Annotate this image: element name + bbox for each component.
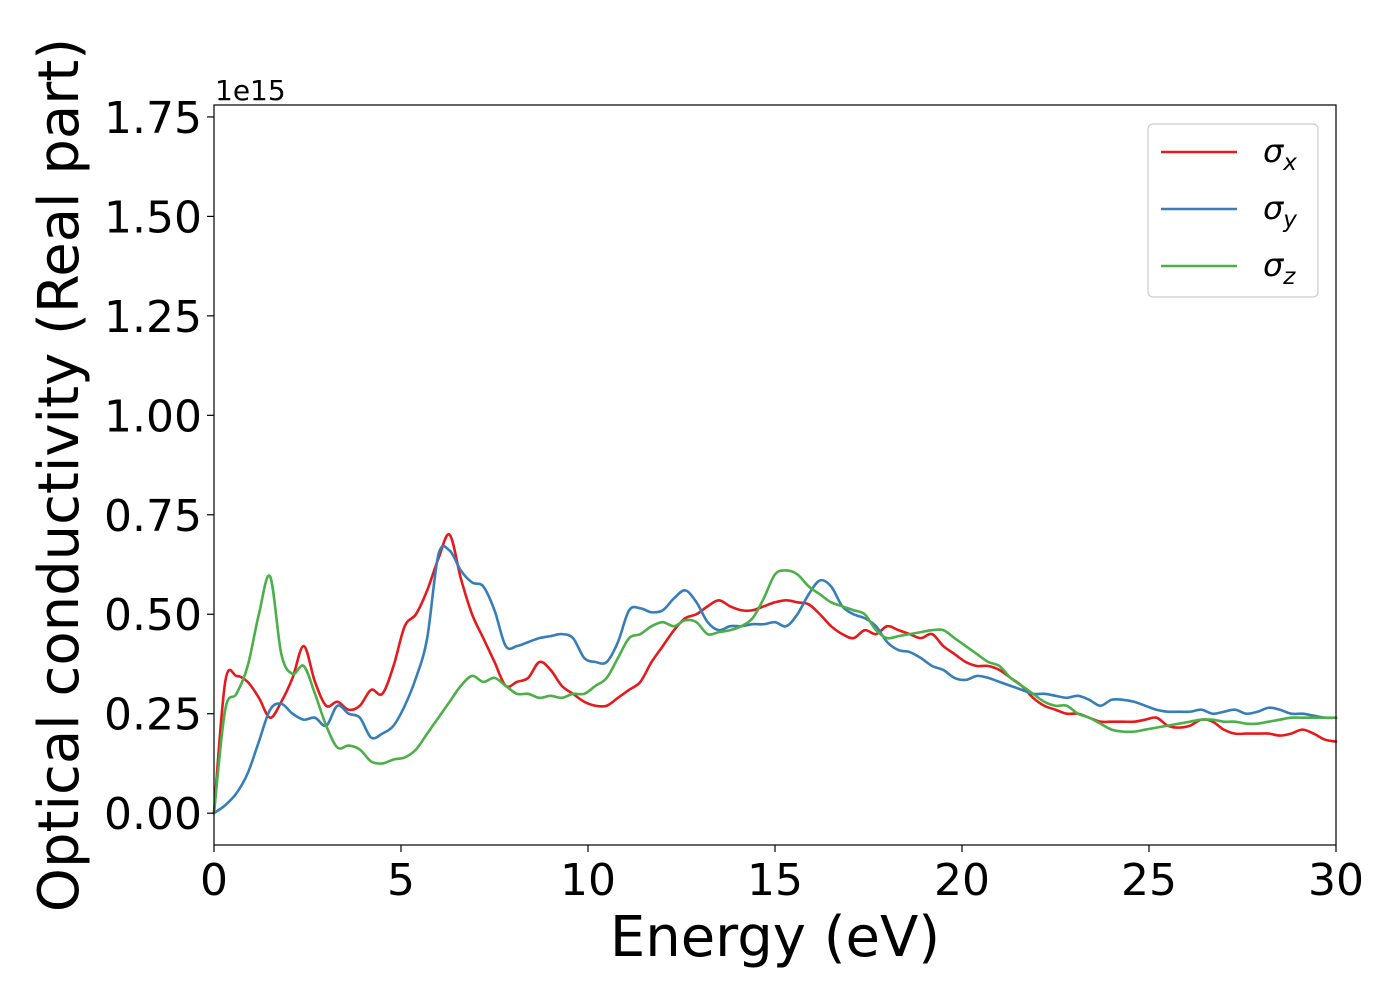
series-layer — [212, 533, 1338, 815]
x-axis-ticks: 0 5 10 15 20 25 30 — [200, 845, 1364, 906]
offset-label: 1e15 — [215, 74, 286, 107]
y-axis-ticks: 0.00 0.25 0.50 0.75 1.00 1.25 1.50 1.75 — [104, 93, 214, 840]
y-tick-label: 0.75 — [104, 491, 202, 542]
x-tick-label: 15 — [747, 855, 803, 906]
x-tick-label: 0 — [200, 855, 228, 906]
y-tick-label: 1.25 — [104, 292, 202, 343]
y-tick-label: 1.75 — [104, 93, 202, 144]
series-line-y — [212, 544, 1338, 815]
y-tick-label: 1.00 — [104, 391, 202, 442]
series-line-z — [212, 569, 1338, 815]
legend-label-x: σx — [1263, 132, 1297, 176]
y-tick-label: 0.00 — [104, 789, 202, 840]
x-tick-label: 30 — [1308, 855, 1364, 906]
legend: σx σy σz — [1147, 123, 1319, 298]
legend-label-y: σy — [1263, 189, 1297, 233]
y-tick-label: 0.25 — [104, 690, 202, 741]
x-tick-label: 10 — [560, 855, 616, 906]
x-axis-label: Energy (eV) — [610, 905, 940, 970]
legend-label-z: σz — [1263, 246, 1296, 290]
series-line-x — [212, 533, 1338, 815]
y-tick-label: 1.50 — [104, 192, 202, 243]
y-axis-label: Optical conductivity (Real part) — [27, 38, 92, 912]
x-tick-label: 20 — [934, 855, 990, 906]
x-tick-label: 25 — [1121, 855, 1177, 906]
x-tick-label: 5 — [387, 855, 415, 906]
legend-frame — [1147, 123, 1319, 298]
y-tick-label: 0.50 — [104, 590, 202, 641]
